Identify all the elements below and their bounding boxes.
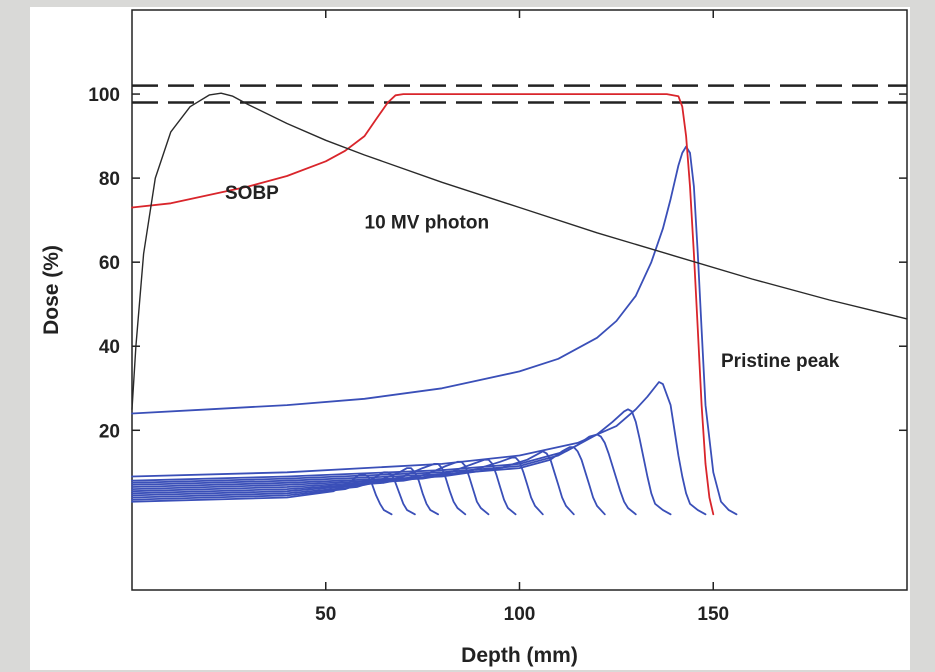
y-axis-label: Dose (%): [40, 245, 63, 335]
reference-lines: [132, 84, 907, 104]
series-line-11: [131, 460, 490, 516]
y-tick-label: 100: [88, 85, 120, 106]
x-tick-label: 150: [697, 604, 729, 625]
y-tick-label: 80: [99, 169, 120, 190]
series-line-10: [131, 458, 517, 516]
series-line-5: [131, 408, 672, 516]
series-line-2: [131, 92, 908, 410]
plot-area: [131, 9, 908, 591]
y-tick-label: 40: [99, 337, 120, 358]
x-tick-label: 50: [315, 604, 336, 625]
series-line-9: [131, 456, 544, 516]
series-line-1: [131, 93, 715, 516]
x-axis-label: Depth (mm): [461, 644, 578, 667]
annotation-2: 10 MV photon: [365, 213, 490, 234]
series-line-3: [131, 145, 738, 516]
series-line-13: [131, 467, 440, 516]
series-line-15: [131, 473, 393, 516]
annotation-3: Pristine peak: [721, 351, 840, 372]
annotation-1: SOBP: [225, 183, 279, 204]
labels-group: SOBP 10 MV photon Pristine peak: [225, 183, 840, 372]
y-tick-label: 20: [99, 421, 120, 442]
ticks-group: 50 100 150 20 40 60 80 100: [88, 10, 907, 625]
series-line-4: [131, 381, 707, 516]
series-group: [131, 92, 908, 516]
series-line-8: [131, 450, 575, 516]
x-tick-label: 100: [504, 604, 536, 625]
y-tick-label: 60: [99, 253, 120, 274]
series-line-14: [131, 471, 416, 516]
